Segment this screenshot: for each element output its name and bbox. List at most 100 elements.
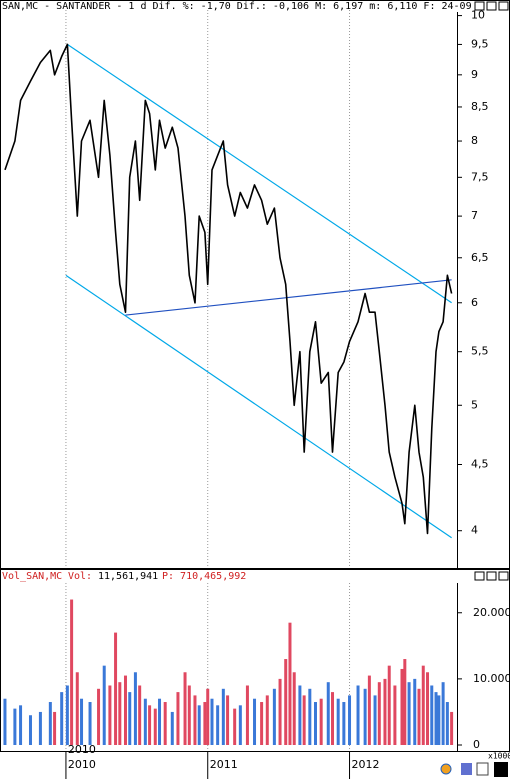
price-line [4, 43, 453, 535]
minimize-button[interactable] [474, 571, 485, 581]
volume-bar [138, 685, 142, 745]
volume-bar [13, 708, 17, 745]
volume-bar [298, 685, 302, 745]
tool-icon[interactable] [476, 762, 489, 776]
volume-bar [367, 675, 371, 745]
volume-bar [302, 695, 306, 745]
y-tick-label: 5,5 [471, 345, 489, 358]
volume-bar [445, 702, 449, 745]
panel-buttons[interactable] [474, 1, 509, 581]
volume-bar [278, 678, 282, 745]
volume-bar [19, 705, 23, 745]
trend-line [65, 274, 452, 539]
volume-bar [48, 702, 52, 745]
volume-bar [383, 678, 387, 745]
toolbar[interactable] [440, 762, 508, 777]
volume-bar [176, 692, 180, 745]
volume-bar [272, 688, 276, 745]
volume-bar [342, 702, 346, 745]
y-tick-label: 0 [473, 738, 480, 751]
volume-bar [183, 672, 187, 745]
volume-bar [233, 708, 237, 745]
volume-bar [53, 711, 57, 745]
volume-bar [363, 688, 367, 745]
y-tick-label: 4 [471, 524, 478, 537]
x-tick-label: 2012 [352, 758, 380, 771]
x-tick-label: 2011 [210, 758, 238, 771]
volume-bar [292, 672, 296, 745]
volume-bar [226, 695, 230, 745]
tool-icon[interactable] [494, 762, 508, 777]
plot: 2010 2010 2011 2012 0 10.000 20.000 [3, 583, 510, 779]
volume-bar [393, 685, 397, 745]
y-tick-label: 10 [471, 9, 485, 22]
volume-bar [97, 688, 101, 745]
trend-line [125, 279, 452, 316]
price-header: SAN,MC - SANTANDER - 1 d Dif. %: -1,70 D… [2, 1, 472, 12]
volume-bar [65, 685, 69, 745]
y-tick-label: 20.000 [473, 606, 510, 619]
volume-bar [80, 698, 84, 745]
volume-bar [3, 698, 7, 745]
volume-bar [403, 659, 407, 745]
volume-bar [108, 685, 112, 745]
volume-bar [163, 702, 167, 745]
volume-bar [288, 622, 292, 745]
volume-bar [114, 632, 118, 745]
volume-bar [102, 665, 106, 745]
volume-bar [245, 685, 249, 745]
volume-bar [158, 698, 162, 745]
volume-bar [60, 692, 64, 745]
volume-bar [197, 705, 201, 745]
volume-label: Vol: [68, 571, 92, 582]
volume-bar [326, 682, 330, 745]
volume-bar [75, 672, 79, 745]
maximize-button[interactable] [486, 571, 497, 581]
volume-bar [450, 711, 454, 745]
volume-bar [148, 705, 152, 745]
x-tick-label: 2010 [68, 758, 96, 771]
volume-bar [336, 698, 340, 745]
tool-icon[interactable] [440, 763, 452, 775]
volume-bar [265, 695, 269, 745]
volume-bar [284, 659, 288, 745]
volume-bar [348, 695, 352, 745]
price-panel [0, 0, 510, 569]
volume-bar [434, 692, 438, 745]
close-button[interactable] [498, 1, 509, 11]
volume-bar [400, 668, 404, 745]
volume-bar [373, 695, 377, 745]
volume-bar [413, 678, 417, 745]
volume-bar [331, 692, 335, 745]
volume-bar [88, 702, 92, 745]
volume-bar [417, 688, 421, 745]
save-icon[interactable] [461, 763, 472, 775]
volume-bar [70, 599, 74, 745]
y-tick-label: 8,5 [471, 100, 489, 113]
volume-bar [356, 685, 360, 745]
y-tick-label: 7,5 [471, 170, 489, 183]
minimize-button[interactable] [474, 1, 485, 11]
close-button[interactable] [498, 571, 509, 581]
volume-bar [187, 685, 191, 745]
maximize-button[interactable] [486, 1, 497, 11]
volume-bar [308, 688, 312, 745]
volume-bar [153, 708, 157, 745]
volume-bar [133, 672, 137, 745]
volume-bar [421, 665, 425, 745]
volume-bar [441, 682, 445, 745]
y-tick-label: 6,5 [471, 251, 489, 264]
volume-header: Vol_SAN,MC Vol: 11,561,941 P: 710,465,99… [2, 571, 246, 582]
volume-title: Vol_SAN,MC [2, 571, 62, 582]
plot: 4 4,5 5 5,5 6 6,5 7 7,5 8 8,5 9 9,5 10 [4, 9, 489, 568]
volume-bar [253, 698, 257, 745]
volume-bar [143, 698, 147, 745]
volume-bar [238, 705, 242, 745]
x-tick-label: 2010 [68, 743, 96, 756]
volume-bar [319, 698, 323, 745]
volume-bar [170, 711, 174, 745]
y-tick-label: 6 [471, 296, 478, 309]
volume-bar [28, 715, 32, 745]
volume-bar [210, 698, 214, 745]
